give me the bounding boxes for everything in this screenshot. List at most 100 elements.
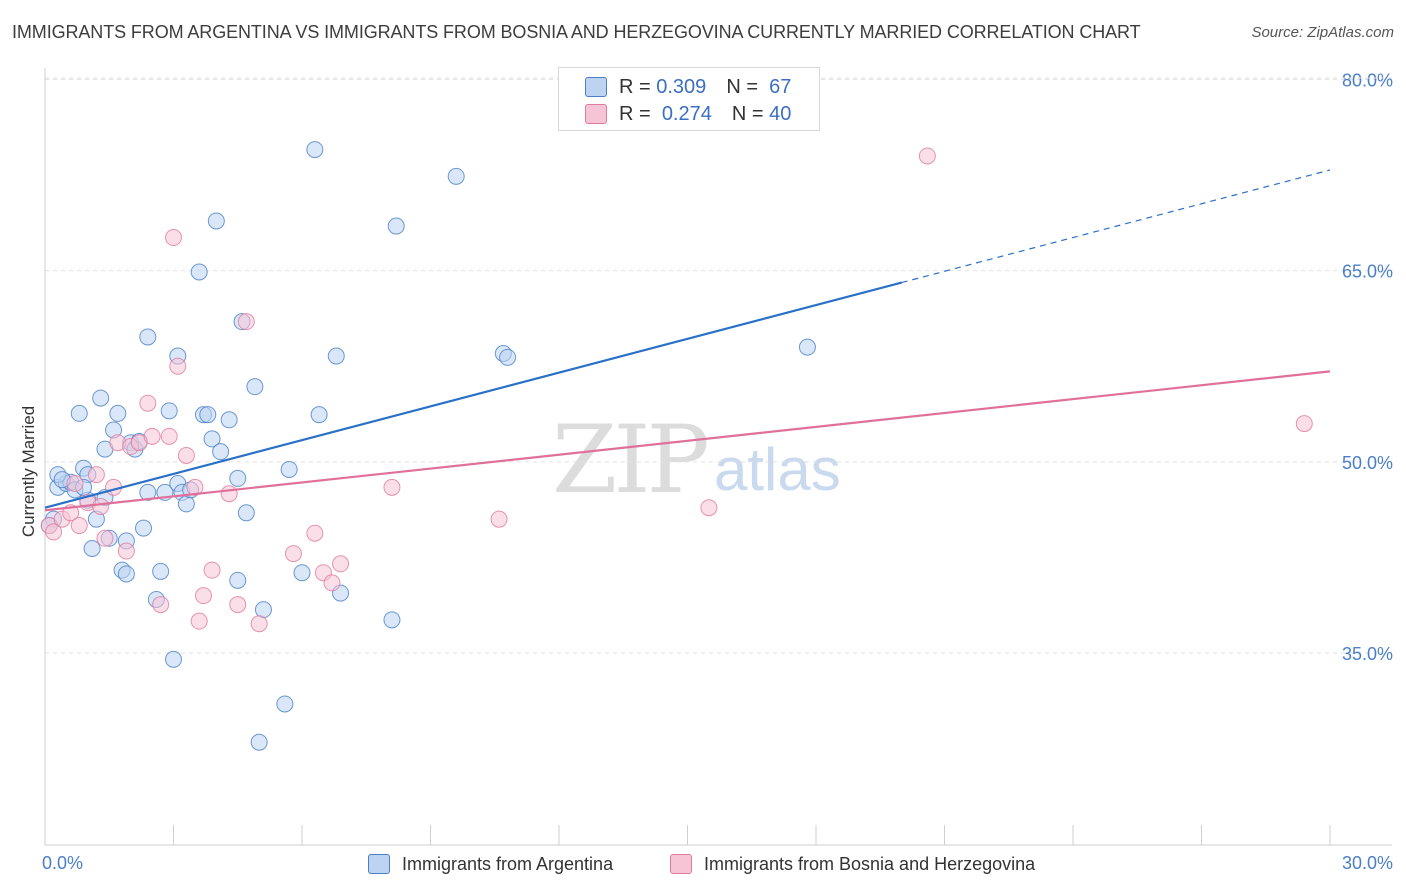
point-argentina [229, 571, 247, 589]
x-tick-label: 30.0% [1342, 853, 1393, 873]
trendline-bosnia [44, 370, 1331, 512]
point-argentina [160, 402, 178, 420]
point-argentina [207, 212, 225, 230]
point-argentina [83, 539, 101, 557]
point-argentina [212, 443, 230, 461]
point-argentina [237, 504, 255, 522]
legend-n-label-argentina: N = [726, 75, 758, 98]
point-bosnia [152, 596, 170, 614]
point-argentina [220, 411, 238, 429]
point-bosnia [96, 529, 114, 547]
trendline-argentina-extension [901, 169, 1331, 284]
legend-row-bosnia: R = 0.274 N = 40 [585, 102, 791, 126]
point-bosnia [177, 446, 195, 464]
point-argentina [447, 167, 465, 185]
point-bosnia [229, 596, 247, 614]
point-argentina [139, 483, 157, 501]
point-argentina [499, 348, 517, 366]
point-bosnia [918, 147, 936, 165]
point-bosnia [284, 545, 302, 563]
bottom-legend-argentina: Immigrants from Argentina [368, 852, 613, 876]
trendline-argentina [44, 281, 902, 509]
point-argentina [190, 263, 208, 281]
point-argentina [798, 338, 816, 356]
point-bosnia [1295, 415, 1313, 433]
point-bosnia [250, 615, 268, 633]
point-argentina [199, 406, 217, 424]
point-bosnia [203, 561, 221, 579]
point-argentina [135, 519, 153, 537]
point-argentina [306, 141, 324, 159]
y-tick-label: 65.0% [1342, 262, 1393, 282]
x-tick-label: 0.0% [42, 853, 83, 873]
point-argentina [383, 611, 401, 629]
legend-r-label-bosnia: R = [619, 102, 651, 125]
point-argentina [246, 378, 264, 396]
point-argentina [276, 695, 294, 713]
legend-row-argentina: R = 0.309 N = 67 [585, 75, 791, 99]
chart-title: IMMIGRANTS FROM ARGENTINA VS IMMIGRANTS … [12, 22, 1141, 42]
y-tick-label: 50.0% [1342, 453, 1393, 473]
point-bosnia [323, 574, 341, 592]
bottom-legend-swatch-bosnia [670, 854, 692, 874]
point-argentina [152, 562, 170, 580]
point-argentina [203, 430, 221, 448]
point-argentina [310, 406, 328, 424]
point-bosnia [306, 524, 324, 542]
point-bosnia [186, 478, 204, 496]
point-argentina [254, 601, 272, 619]
point-argentina [250, 733, 268, 751]
point-bosnia [490, 510, 508, 528]
point-argentina [109, 404, 127, 422]
legend-r-label-argentina: R = [619, 75, 651, 98]
point-bosnia [160, 427, 178, 445]
legend-swatch-argentina [585, 77, 607, 97]
point-argentina [165, 650, 182, 668]
point-bosnia [70, 517, 88, 535]
point-argentina [229, 469, 247, 487]
y-tick-label: 80.0% [1342, 71, 1393, 91]
point-bosnia [220, 485, 238, 503]
point-argentina [139, 328, 157, 346]
legend-swatch-bosnia [585, 104, 607, 124]
bottom-legend-bosnia: Immigrants from Bosnia and Herzegovina [670, 852, 1035, 876]
legend-n-label-bosnia: N = [731, 102, 764, 125]
watermark-atlas: atlas [714, 436, 841, 503]
point-argentina [177, 495, 195, 513]
watermark-zip: ZIP [552, 406, 706, 515]
point-bosnia [383, 478, 401, 496]
point-argentina [387, 217, 405, 235]
legend-r-value-bosnia: 0.274 [661, 102, 712, 125]
point-bosnia [139, 394, 157, 412]
point-bosnia [700, 499, 718, 517]
point-bosnia [143, 427, 161, 445]
bottom-legend-label-argentina: Immigrants from Argentina [402, 853, 614, 874]
point-bosnia [92, 497, 110, 515]
point-argentina [70, 404, 88, 422]
point-argentina [117, 565, 135, 583]
point-bosnia [66, 474, 84, 492]
point-argentina [280, 460, 298, 478]
point-bosnia [117, 542, 135, 560]
correlation-legend: R = 0.309 N = 67 R = 0.274 N = 40 [558, 67, 820, 131]
chart-source: Source: ZipAtlas.com [1251, 24, 1394, 41]
y-axis-label: Currently Married [19, 406, 38, 537]
point-bosnia [194, 587, 212, 605]
legend-n-value-argentina: 67 [769, 75, 792, 98]
point-bosnia [87, 466, 105, 484]
point-bosnia [332, 555, 350, 573]
point-argentina [327, 347, 345, 365]
point-bosnia [169, 357, 187, 375]
legend-n-value-bosnia: 40 [769, 102, 792, 125]
point-argentina [293, 564, 311, 582]
point-bosnia [190, 612, 208, 630]
bottom-legend-swatch-argentina [368, 854, 390, 874]
legend-r-value-argentina: 0.309 [656, 75, 707, 98]
y-tick-label: 35.0% [1342, 644, 1393, 664]
point-bosnia [165, 229, 182, 247]
point-argentina [92, 389, 110, 407]
point-bosnia [237, 313, 255, 331]
point-bosnia [45, 523, 63, 541]
bottom-legend-label-bosnia: Immigrants from Bosnia and Herzegovina [704, 853, 1036, 874]
